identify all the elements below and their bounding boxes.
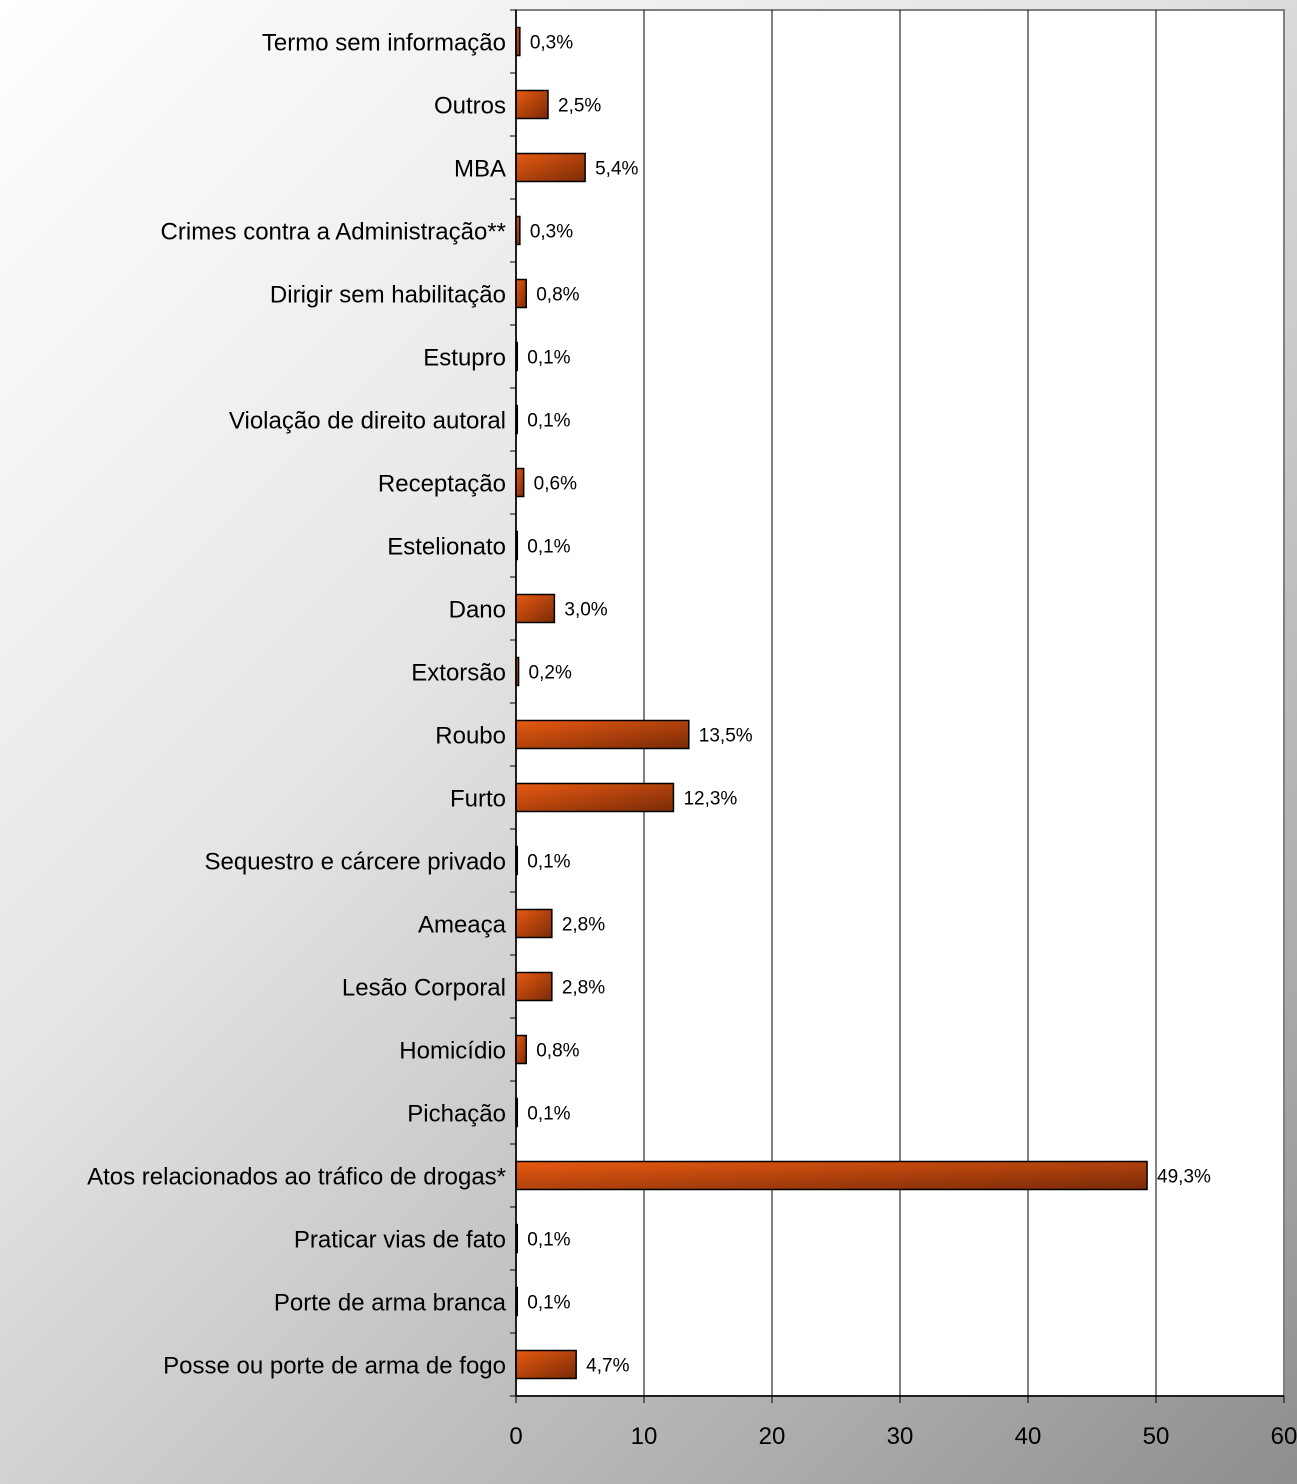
bar bbox=[516, 1036, 526, 1064]
category-label: Crimes contra a Administração** bbox=[161, 219, 506, 246]
category-label: Atos relacionados ao tráfico de drogas* bbox=[87, 1164, 506, 1191]
data-label: 0,8% bbox=[536, 1041, 579, 1062]
category-label: Homicídio bbox=[399, 1038, 506, 1065]
bar bbox=[516, 280, 526, 308]
category-label: Furto bbox=[450, 786, 506, 813]
bar bbox=[516, 973, 552, 1001]
bar bbox=[516, 784, 673, 812]
category-label: Violação de direito autoral bbox=[229, 408, 506, 435]
data-label: 0,1% bbox=[527, 1104, 570, 1125]
category-label: Outros bbox=[434, 93, 506, 120]
data-label: 0,1% bbox=[527, 537, 570, 558]
data-label: 2,5% bbox=[558, 96, 601, 117]
data-label: 2,8% bbox=[562, 978, 605, 999]
category-label: Pichação bbox=[407, 1101, 506, 1128]
bar bbox=[516, 469, 524, 497]
category-label: Posse ou porte de arma de fogo bbox=[163, 1353, 506, 1380]
x-tick-label: 20 bbox=[759, 1423, 786, 1450]
data-label: 12,3% bbox=[683, 789, 737, 810]
data-label: 0,1% bbox=[527, 1293, 570, 1314]
data-label: 49,3% bbox=[1157, 1167, 1211, 1188]
data-label: 5,4% bbox=[595, 159, 638, 180]
bar bbox=[516, 91, 548, 119]
x-tick-label: 30 bbox=[887, 1423, 914, 1450]
x-tick-label: 50 bbox=[1143, 1423, 1170, 1450]
bar bbox=[516, 1162, 1147, 1190]
data-label: 0,6% bbox=[534, 474, 577, 495]
category-label: Extorsão bbox=[411, 660, 506, 687]
data-label: 0,1% bbox=[527, 411, 570, 432]
category-label: MBA bbox=[454, 156, 506, 183]
category-label: Roubo bbox=[435, 723, 506, 750]
bar bbox=[516, 721, 689, 749]
category-label: Praticar vias de fato bbox=[294, 1227, 506, 1254]
category-label: Dirigir sem habilitação bbox=[270, 282, 506, 309]
data-label: 0,3% bbox=[530, 33, 573, 54]
category-label: Dano bbox=[449, 597, 506, 624]
data-label: 4,7% bbox=[586, 1356, 629, 1377]
data-label: 0,1% bbox=[527, 852, 570, 873]
category-label: Estupro bbox=[423, 345, 506, 372]
category-label: Sequestro e cárcere privado bbox=[205, 849, 507, 876]
category-label: Termo sem informação bbox=[262, 30, 506, 57]
data-label: 0,3% bbox=[530, 222, 573, 243]
category-label: Receptação bbox=[378, 471, 506, 498]
data-label: 0,1% bbox=[527, 348, 570, 369]
data-label: 0,2% bbox=[529, 663, 572, 684]
data-label: 0,8% bbox=[536, 285, 579, 306]
data-label: 2,8% bbox=[562, 915, 605, 936]
bar bbox=[516, 910, 552, 938]
category-label: Lesão Corporal bbox=[342, 975, 506, 1002]
category-label: Estelionato bbox=[387, 534, 506, 561]
bar bbox=[516, 154, 585, 182]
bar bbox=[516, 595, 554, 623]
bar bbox=[516, 1351, 576, 1379]
x-tick-label: 10 bbox=[631, 1423, 658, 1450]
x-tick-label: 0 bbox=[509, 1423, 522, 1450]
data-label: 0,1% bbox=[527, 1230, 570, 1251]
x-tick-label: 60 bbox=[1271, 1423, 1297, 1450]
data-label: 13,5% bbox=[699, 726, 753, 747]
x-tick-label: 40 bbox=[1015, 1423, 1042, 1450]
category-label: Ameaça bbox=[418, 912, 507, 939]
data-label: 3,0% bbox=[564, 600, 607, 621]
category-label: Porte de arma branca bbox=[274, 1290, 507, 1317]
